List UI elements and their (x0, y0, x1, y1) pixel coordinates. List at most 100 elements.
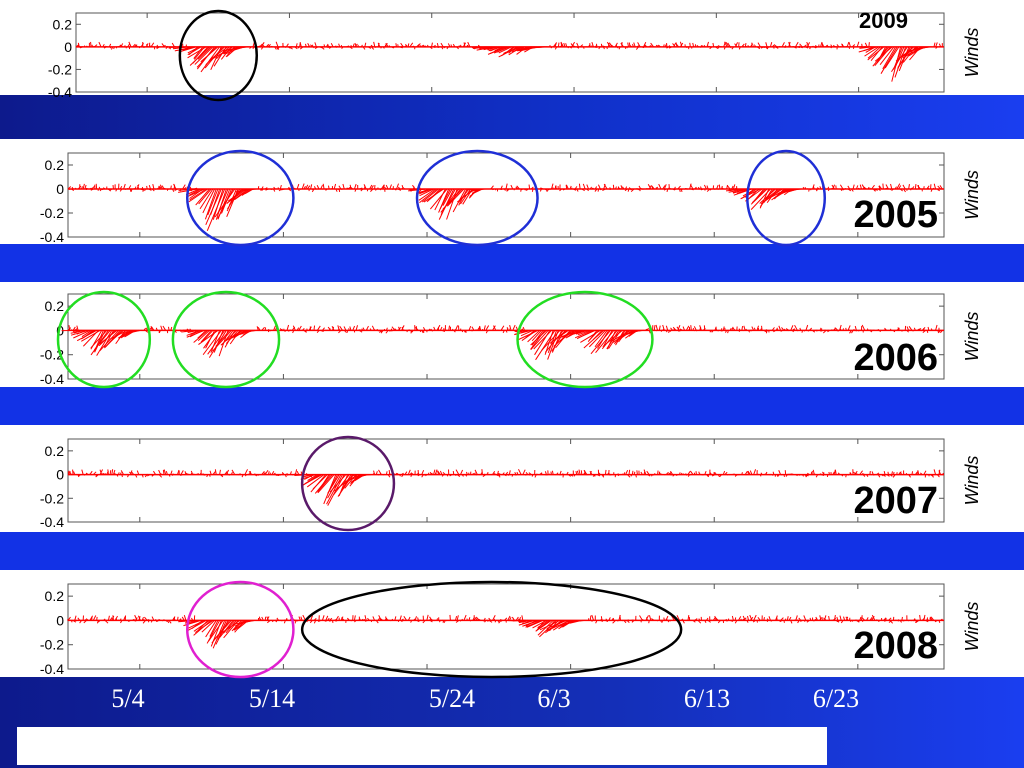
wind-stick (839, 324, 842, 331)
wind-stick (225, 469, 230, 475)
wind-stick (522, 469, 526, 475)
event-circle (516, 290, 654, 389)
wind-stick (526, 619, 544, 628)
wind-stick (591, 614, 595, 621)
wind-stick (76, 329, 97, 342)
y-tick-label: -0.2 (40, 490, 64, 506)
wind-stick (935, 324, 938, 331)
wind-chart-2007: 0.2 0 -0.2 -0.4 2007 Winds (40, 435, 982, 532)
wind-stick (82, 183, 85, 190)
date-label-2: 5/14 (248, 684, 296, 713)
wind-stick (601, 330, 618, 350)
wind-stick (639, 615, 643, 621)
wind-stick (327, 474, 342, 499)
plot-frame (67, 293, 945, 380)
wind-stick (442, 188, 453, 206)
event-circle (746, 149, 827, 247)
wind-stick (578, 469, 581, 475)
y-tick-label: 0 (56, 322, 64, 338)
wind-stick (301, 183, 305, 190)
wind-stick (74, 615, 77, 621)
wind-stick (455, 469, 460, 475)
wind-stick (212, 620, 232, 642)
wind-chart-2006: 0.20-0.2-0.4 2006 Winds (40, 290, 982, 389)
wind-stick (677, 324, 681, 331)
wind-stick (296, 183, 300, 190)
wind-stick (580, 329, 601, 343)
year-label: 2006 (853, 337, 938, 379)
wind-stick (463, 614, 467, 621)
wind-stick (183, 615, 187, 621)
wind-stick (531, 330, 542, 342)
separator-band-3 (0, 387, 1024, 425)
wind-stick (521, 615, 524, 621)
wind-stick (163, 469, 167, 475)
wind-stick (292, 325, 296, 331)
wind-stick (209, 620, 219, 637)
wind-stick (895, 46, 915, 62)
wind-stick (685, 325, 690, 331)
event-circle (171, 290, 281, 389)
wind-stick (537, 620, 554, 636)
wind-stick (342, 183, 345, 190)
wind-stick (763, 188, 783, 203)
wind-stick (440, 188, 456, 215)
wind-stick (871, 614, 876, 621)
wind-stick (884, 46, 900, 69)
wind-stick (676, 615, 680, 621)
wind-stick (128, 41, 132, 48)
wind-stick (522, 619, 540, 627)
wind-stick (602, 330, 623, 348)
wind-stick (781, 42, 785, 48)
wind-stick (273, 325, 276, 331)
wind-stick (193, 620, 210, 632)
wind-stick (531, 330, 544, 346)
wind-stick (874, 46, 893, 62)
wind-stick (217, 188, 234, 219)
wind-stick (234, 188, 251, 201)
wind-stick (112, 615, 114, 621)
wind-stick (794, 324, 798, 331)
wind-stick (864, 46, 880, 57)
wind-stick (890, 183, 893, 190)
y-tick-label: -0.4 (40, 371, 64, 387)
wind-stick (189, 46, 210, 66)
wind-stick (233, 620, 244, 631)
wind-stick (205, 188, 222, 225)
wind-stick (373, 41, 376, 47)
wind-stick (76, 325, 79, 331)
wind-stick (532, 619, 547, 629)
wind-stick (595, 330, 615, 354)
event-circle (300, 580, 683, 679)
wind-stick (751, 188, 766, 204)
wind-stick (498, 46, 512, 54)
wind-stick (226, 188, 239, 217)
chart-panel-2006: 0.2 0 -0.2 -0.4 2006 Winds (0, 282, 1024, 389)
wind-stick (199, 188, 214, 210)
wind-stick (753, 469, 757, 475)
wind-stick (109, 329, 128, 340)
wind-stick (173, 183, 177, 190)
wind-stick (439, 188, 451, 210)
wind-stick (107, 615, 110, 621)
wind-stick (94, 330, 111, 351)
wind-stick (933, 183, 937, 190)
wind-stick (518, 619, 535, 626)
wind-stick (861, 324, 866, 331)
wind-stick (505, 183, 508, 190)
wind-stick (81, 330, 92, 338)
wind-stick (533, 330, 552, 350)
wind-stick (750, 188, 768, 205)
wind-stick (530, 330, 547, 346)
wind-stick (880, 46, 898, 74)
wind-stick (492, 325, 496, 331)
wind-stick (197, 330, 210, 342)
year-label: 2005 (853, 194, 938, 236)
wind-stick (483, 325, 486, 331)
wind-stick (848, 41, 851, 48)
wind-stick (214, 188, 236, 218)
winds-axis-label: Winds (962, 170, 982, 220)
wind-stick (317, 474, 333, 492)
wind-stick (834, 469, 837, 475)
wind-stick (201, 620, 215, 633)
